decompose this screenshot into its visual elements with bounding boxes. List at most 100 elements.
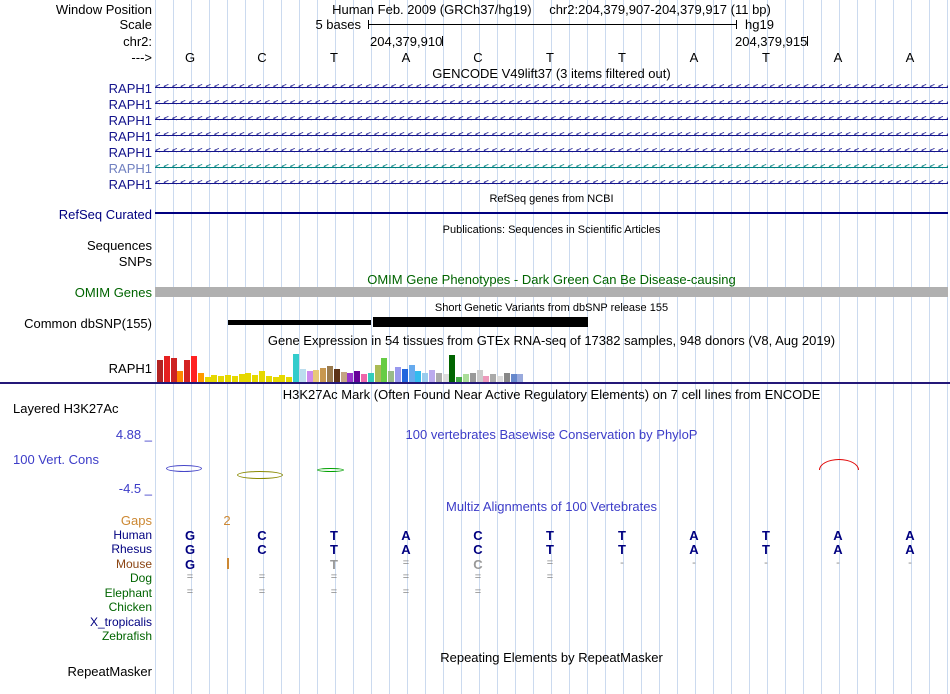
gtex-expression-bar[interactable] <box>273 377 279 382</box>
alignment-cell: G <box>184 542 196 557</box>
gtex-expression-bar[interactable] <box>327 366 333 382</box>
track-label-refseq-curated[interactable]: RefSeq Curated <box>58 207 152 222</box>
gtex-expression-bar[interactable] <box>198 373 204 382</box>
gtex-expression-bar[interactable] <box>232 376 238 382</box>
gtex-expression-bar[interactable] <box>483 376 489 382</box>
gtex-expression-bar[interactable] <box>347 373 353 382</box>
refseq-title: RefSeq genes from NCBI <box>489 193 614 205</box>
track-label-h3k27ac[interactable]: Layered H3K27Ac <box>13 401 119 416</box>
gtex-expression-bar[interactable] <box>402 369 408 382</box>
gtex-expression-bar[interactable] <box>449 355 455 382</box>
alignment-cell: = <box>474 571 482 583</box>
track-label-dbsnp[interactable]: Common dbSNP(155) <box>24 316 152 331</box>
track-label-gencode[interactable]: RAPH1 <box>108 145 152 160</box>
gtex-expression-bar[interactable] <box>245 373 251 382</box>
gencode-transcript[interactable]: <<<<<<<<<<<<<<<<<<<<<<<<<<<<<<<<<<<<<<<<… <box>155 146 948 157</box>
gtex-expression-bar[interactable] <box>313 370 319 382</box>
gtex-expression-bar[interactable] <box>266 376 272 382</box>
alignment-cell: T <box>618 528 626 543</box>
gencode-transcript[interactable]: <<<<<<<<<<<<<<<<<<<<<<<<<<<<<<<<<<<<<<<<… <box>155 82 948 93</box>
gencode-transcript[interactable]: <<<<<<<<<<<<<<<<<<<<<<<<<<<<<<<<<<<<<<<<… <box>155 178 948 189</box>
alignment-cell: - <box>836 557 840 569</box>
gtex-expression-bar[interactable] <box>490 374 496 382</box>
guideline <box>569 0 570 694</box>
alignment-cell: = <box>402 571 410 583</box>
guideline <box>335 0 336 694</box>
gencode-transcript[interactable]: <<<<<<<<<<<<<<<<<<<<<<<<<<<<<<<<<<<<<<<<… <box>155 130 948 141</box>
gencode-transcript[interactable]: <<<<<<<<<<<<<<<<<<<<<<<<<<<<<<<<<<<<<<<<… <box>155 114 948 125</box>
track-label-gencode[interactable]: RAPH1 <box>108 81 152 96</box>
gtex-expression-bar[interactable] <box>436 373 442 382</box>
dbsnp-variant-bar[interactable] <box>228 320 371 325</box>
track-label-gencode[interactable]: RAPH1 <box>108 177 152 192</box>
guideline <box>695 0 696 694</box>
gtex-expression-bar[interactable] <box>279 375 285 382</box>
gtex-expression-bar[interactable] <box>470 373 476 382</box>
gencode-transcript[interactable]: <<<<<<<<<<<<<<<<<<<<<<<<<<<<<<<<<<<<<<<<… <box>155 162 948 173</box>
gtex-expression-bar[interactable] <box>375 365 381 382</box>
gtex-expression-bar[interactable] <box>191 356 197 382</box>
gtex-expression-bar[interactable] <box>164 356 170 382</box>
gtex-expression-bar[interactable] <box>252 375 258 382</box>
gtex-expression-bar[interactable] <box>388 371 394 382</box>
guideline <box>497 0 498 694</box>
gtex-expression-bar[interactable] <box>477 370 483 382</box>
gtex-expression-bar[interactable] <box>205 377 211 382</box>
gtex-expression-bar[interactable] <box>354 371 360 382</box>
guideline <box>659 0 660 694</box>
track-label-sequences[interactable]: Sequences <box>86 238 152 253</box>
guideline <box>515 0 516 694</box>
track-label-repeatmasker[interactable]: RepeatMasker <box>67 664 152 679</box>
track-label-omim[interactable]: OMIM Genes <box>74 285 152 300</box>
multiz-title: Multiz Alignments of 100 Vertebrates <box>445 499 657 514</box>
gtex-expression-bar[interactable] <box>184 360 190 382</box>
refseq-gene-line[interactable] <box>155 212 948 214</box>
alignment-cell: T <box>762 528 770 543</box>
gtex-expression-bar[interactable] <box>307 371 313 382</box>
gtex-expression-bar[interactable] <box>511 374 517 382</box>
gtex-expression-bar[interactable] <box>259 371 265 382</box>
guideline <box>263 0 264 694</box>
gtex-expression-bar[interactable] <box>286 377 292 382</box>
gtex-expression-bar[interactable] <box>504 373 510 382</box>
track-label-gencode[interactable]: RAPH1 <box>108 113 152 128</box>
gtex-expression-bar[interactable] <box>368 373 374 382</box>
track-label-gencode[interactable]: RAPH1 <box>108 161 152 176</box>
gtex-expression-bar[interactable] <box>225 375 231 382</box>
gtex-expression-bar[interactable] <box>456 377 462 382</box>
gtex-expression-bar[interactable] <box>463 374 469 382</box>
gtex-expression-bar[interactable] <box>177 371 183 382</box>
gtex-expression-bar[interactable] <box>381 358 387 382</box>
gencode-transcript[interactable]: <<<<<<<<<<<<<<<<<<<<<<<<<<<<<<<<<<<<<<<<… <box>155 98 948 109</box>
gtex-expression-bar[interactable] <box>218 376 224 382</box>
guideline <box>803 0 804 694</box>
gtex-expression-bar[interactable] <box>239 374 245 382</box>
gtex-expression-bar[interactable] <box>300 369 306 382</box>
track-label-snps[interactable]: SNPs <box>118 254 152 269</box>
gtex-expression-bar[interactable] <box>409 365 415 382</box>
gtex-expression-bar[interactable] <box>429 370 435 382</box>
gtex-expression-bar[interactable] <box>415 371 421 382</box>
ruler-base: G <box>184 50 196 65</box>
gtex-expression-bar[interactable] <box>211 375 217 382</box>
gtex-expression-bar[interactable] <box>395 367 401 382</box>
gtex-expression-bar[interactable] <box>517 374 523 382</box>
gtex-expression-bar[interactable] <box>443 374 449 382</box>
gtex-expression-bar[interactable] <box>422 373 428 382</box>
gtex-expression-bar[interactable] <box>334 369 340 382</box>
track-label-phylop[interactable]: 100 Vert. Cons <box>13 452 99 467</box>
gtex-expression-bar[interactable] <box>320 368 326 382</box>
omim-gene-bar[interactable] <box>155 287 948 297</box>
gtex-expression-bar[interactable] <box>497 376 503 382</box>
track-label-gencode[interactable]: RAPH1 <box>108 129 152 144</box>
gtex-expression-bar[interactable] <box>293 354 299 382</box>
track-label-gtex-raph1[interactable]: RAPH1 <box>108 361 152 376</box>
track-label-gencode[interactable]: RAPH1 <box>108 97 152 112</box>
gtex-expression-bar[interactable] <box>361 374 367 382</box>
guideline <box>605 0 606 694</box>
gtex-expression-bar[interactable] <box>341 372 347 382</box>
gtex-expression-bar[interactable] <box>157 360 163 382</box>
dbsnp-variant-bar[interactable] <box>373 317 588 327</box>
gtex-expression-bar[interactable] <box>171 358 177 382</box>
alignment-cell: T <box>546 528 554 543</box>
